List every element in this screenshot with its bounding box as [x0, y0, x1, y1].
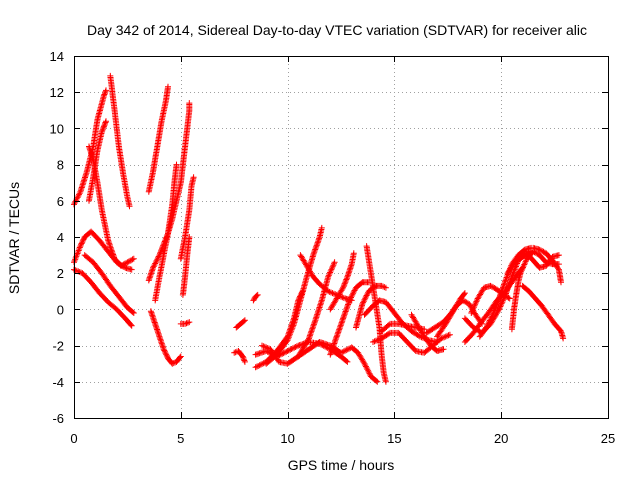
data-marker: [177, 319, 193, 327]
y-tick-label: 8: [57, 158, 64, 173]
x-axis-label: GPS time / hours: [288, 457, 395, 473]
y-tick-label: 2: [57, 266, 64, 281]
data-marker: [353, 282, 389, 331]
data-marker: [327, 250, 357, 313]
series-arc6: [86, 143, 137, 269]
series-arc11: [152, 161, 180, 304]
series-arc10: [147, 308, 184, 367]
series-arc42: [517, 248, 562, 277]
data-marker: [179, 234, 193, 298]
series-arc17: [250, 291, 261, 304]
data-marker: [327, 279, 372, 358]
series-arc23: [295, 339, 381, 385]
data-marker: [259, 259, 338, 367]
series-arc9: [145, 100, 193, 284]
series-arc7: [107, 72, 133, 210]
data-marker: [152, 161, 180, 304]
chart-title: Day 342 of 2014, Sidereal Day-to-day VTE…: [87, 22, 587, 38]
series-arc39: [508, 270, 524, 333]
series-arc13: [179, 234, 193, 298]
series-arc12: [177, 174, 197, 262]
series-arc25: [327, 250, 357, 313]
series-arc21: [263, 224, 325, 367]
data-marker: [233, 317, 248, 331]
x-axis-ticks: 0 5 10 15 20 25: [70, 56, 615, 446]
y-tick-label: 10: [50, 121, 64, 136]
series-arc14: [177, 319, 193, 327]
data-points: [71, 72, 567, 385]
series-arc8: [145, 83, 171, 195]
data-marker: [408, 311, 447, 354]
data-marker: [107, 72, 133, 210]
series-arc26: [353, 282, 389, 331]
y-tick-label: 14: [50, 49, 64, 64]
y-tick-label: -2: [52, 339, 64, 354]
data-marker: [231, 348, 248, 365]
y-tick-label: 6: [57, 194, 64, 209]
y-tick-label: -4: [52, 375, 64, 390]
x-tick-label: 15: [387, 431, 401, 446]
x-tick-label: 25: [601, 431, 615, 446]
y-tick-label: 4: [57, 230, 64, 245]
data-marker: [250, 291, 261, 304]
data-marker: [517, 248, 562, 277]
series-arc4: [81, 252, 137, 316]
series-arc24: [327, 279, 372, 358]
x-tick-label: 20: [494, 431, 508, 446]
data-marker: [263, 224, 325, 367]
x-tick-label: 5: [177, 431, 184, 446]
x-tick-label: 0: [70, 431, 77, 446]
x-tick-label: 10: [280, 431, 294, 446]
data-marker: [508, 270, 524, 333]
data-marker: [519, 282, 567, 342]
series-arc16: [233, 317, 248, 331]
grid: [74, 56, 608, 418]
series-arc15: [231, 348, 248, 365]
data-marker: [145, 83, 171, 195]
data-marker: [86, 143, 137, 269]
data-marker: [295, 339, 381, 385]
y-tick-label: -6: [52, 411, 64, 426]
series-arc40: [519, 282, 567, 342]
y-tick-label: 12: [50, 85, 64, 100]
y-tick-label: 0: [57, 302, 64, 317]
y-axis-ticks: -6 -4 -2 0 2 4 6 8 10 12 14: [50, 49, 608, 426]
data-marker: [145, 100, 193, 284]
series-arc20: [259, 259, 338, 367]
data-marker: [81, 252, 137, 316]
y-axis-label: SDTVAR / TECUs: [6, 182, 22, 294]
data-marker: [147, 308, 184, 367]
series-arc33: [434, 290, 468, 340]
data-marker: [177, 174, 197, 262]
data-marker: [434, 290, 468, 340]
series-arc31: [408, 311, 447, 354]
